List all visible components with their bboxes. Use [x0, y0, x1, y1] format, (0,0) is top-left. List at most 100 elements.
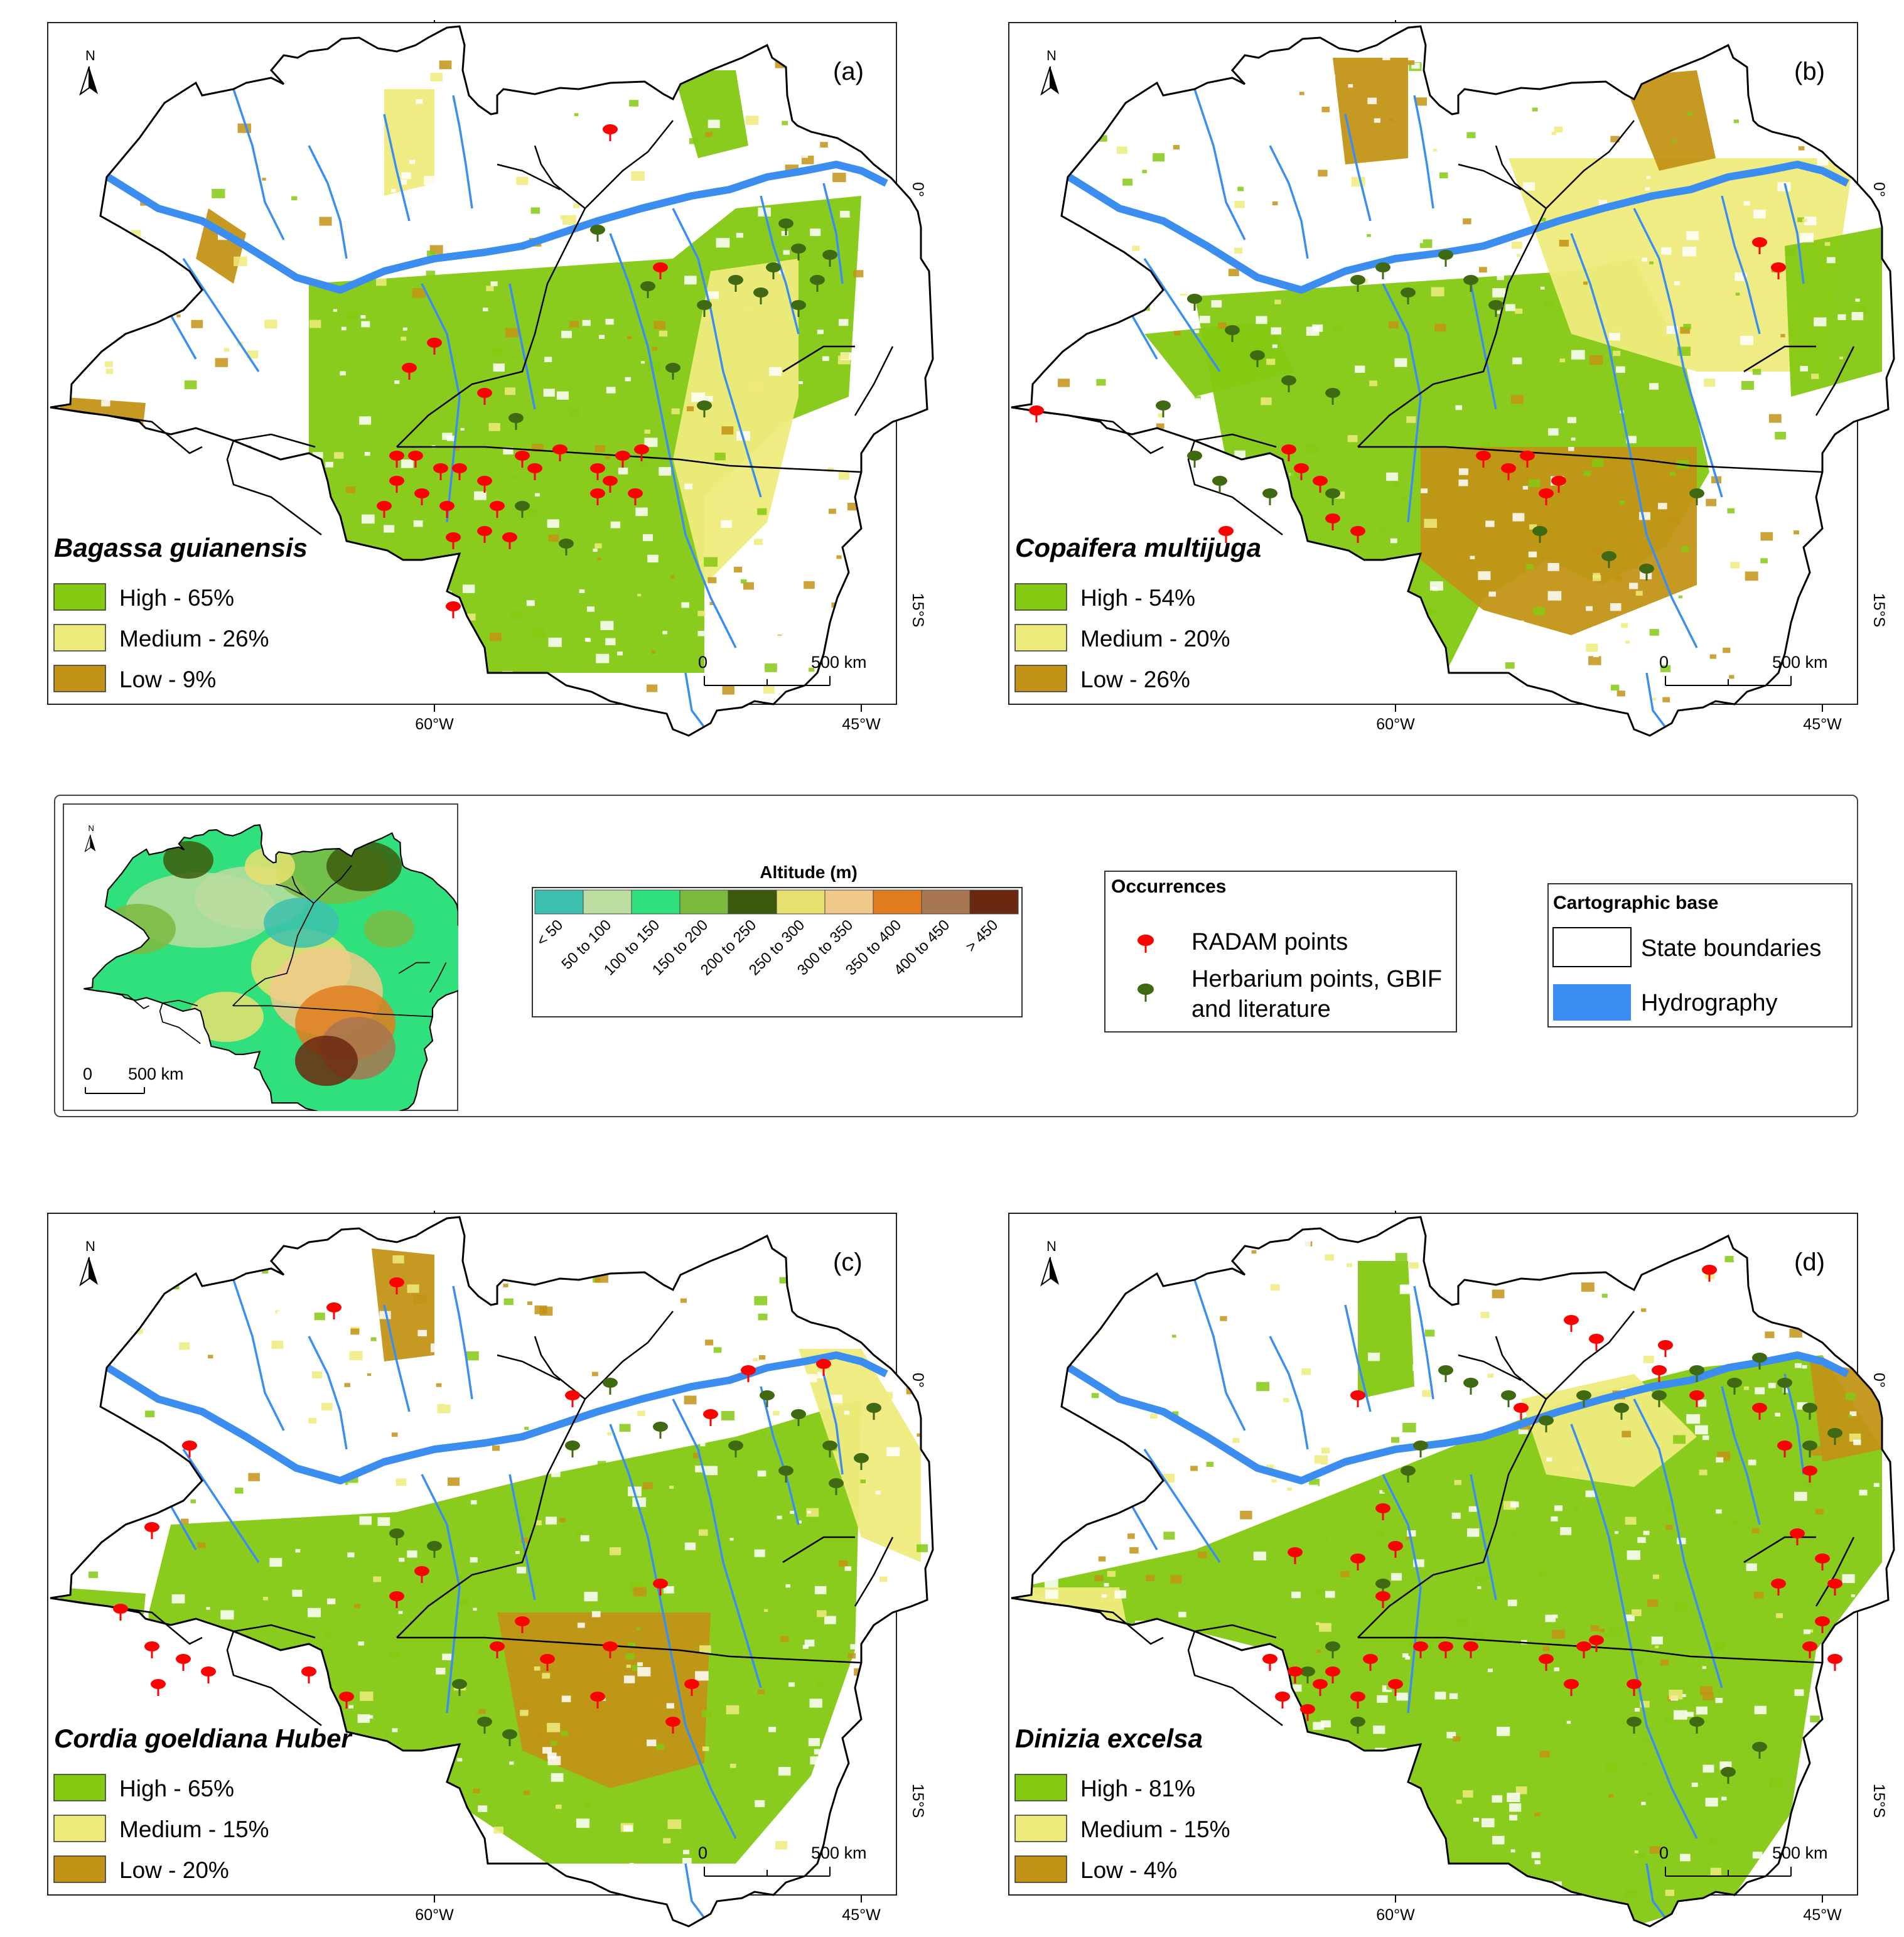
- map-panel-b: N (b) Copaifera multijuga High - 54% Medium …: [1008, 20, 1895, 737]
- suitability-swatch: [53, 1855, 106, 1883]
- state-boundary: [1815, 346, 1855, 416]
- radam-point: [1463, 1641, 1478, 1658]
- region-outline: [1011, 1216, 1895, 1928]
- suitability-label: Medium - 15%: [119, 1816, 269, 1842]
- suitability-label: High - 65%: [119, 1776, 234, 1801]
- state-boundary: [1357, 208, 1547, 448]
- herbarium-point: [791, 1409, 806, 1426]
- herbarium-point: [1802, 1441, 1817, 1457]
- latitude-label-right: 15°S: [909, 593, 927, 627]
- herbarium-point: [728, 275, 743, 292]
- radam-point: [446, 532, 461, 549]
- radam-point: [1514, 1403, 1529, 1420]
- herbarium-point: [1325, 1641, 1340, 1658]
- cartographic-base-frame: [1547, 883, 1853, 1028]
- herbarium-point: [1777, 1378, 1792, 1395]
- herbarium-point: [829, 1478, 844, 1495]
- herbarium-point: [1532, 526, 1547, 543]
- longitude-label: 45°W: [842, 1906, 881, 1924]
- radam-point: [1689, 1390, 1704, 1407]
- state-boundary: [1357, 1398, 1547, 1638]
- river-line: [1269, 145, 1309, 259]
- herbarium-point: [590, 225, 605, 242]
- state-boundary: [233, 1624, 316, 1639]
- radam-point: [1313, 476, 1328, 493]
- suitability-swatch: [1014, 624, 1067, 652]
- radam-point: [1815, 1553, 1830, 1570]
- radam-point: [477, 476, 492, 493]
- radam-point: [590, 1692, 605, 1709]
- occurrences-title: Occurrences: [1111, 876, 1226, 897]
- state-boundary: [1546, 120, 1635, 209]
- state-boundary: [396, 1398, 586, 1638]
- scale-distance: 500 km: [1772, 653, 1828, 672]
- radam-point: [1802, 1641, 1817, 1658]
- altitude-swatch: [679, 889, 729, 915]
- region-outline: [1011, 25, 1895, 737]
- state-boundary: [397, 446, 862, 473]
- radam-point: [1551, 476, 1566, 493]
- state-boundaries-swatch: [1552, 927, 1632, 967]
- herbarium-point: [515, 501, 530, 518]
- herbarium-point: [1576, 1390, 1591, 1407]
- herbarium-point: [1614, 1403, 1629, 1420]
- radam-point: [1350, 526, 1365, 543]
- river-line: [232, 1279, 285, 1431]
- radam-point: [176, 1654, 191, 1671]
- herbarium-point: [810, 275, 825, 292]
- herbarium-point: [565, 1441, 580, 1457]
- radam-point: [1375, 1503, 1390, 1520]
- radam-point: [1029, 405, 1044, 422]
- herbarium-point: [1463, 1378, 1478, 1395]
- latitude-label-right: 15°S: [1870, 593, 1888, 627]
- river-line: [232, 89, 285, 240]
- river-line: [1470, 283, 1497, 410]
- suitability-label: Medium - 26%: [119, 626, 269, 652]
- river-line: [1344, 1304, 1372, 1412]
- radam-point: [741, 1365, 756, 1382]
- suitability-swatch: [1014, 1774, 1067, 1801]
- hydrography-swatch: [1553, 984, 1631, 1021]
- herbarium-point: [822, 250, 837, 267]
- herbarium-point: [1401, 287, 1416, 304]
- radam-point: [603, 1641, 618, 1658]
- altitude-legend-title: Altitude (m): [760, 862, 858, 882]
- state-boundary: [782, 1536, 855, 1564]
- north-arrow-icon: N: [1040, 1238, 1059, 1287]
- map-panel-a: N (a) Bagassa guianensis High - 65% Medium -…: [47, 20, 934, 737]
- river-line: [1143, 1449, 1221, 1563]
- radam-marker-icon: [1138, 935, 1154, 953]
- state-boundary: [1743, 345, 1816, 373]
- radam-point: [1771, 1579, 1786, 1596]
- herbarium-point: [1413, 1441, 1428, 1457]
- latitude-label-right: 15°S: [1870, 1784, 1888, 1818]
- radam-point: [1288, 1547, 1303, 1564]
- herbarium-point: [791, 300, 806, 317]
- herbarium-point: [1639, 564, 1654, 581]
- longitude-label: 60°W: [1376, 716, 1415, 733]
- state-boundary: [854, 1537, 894, 1607]
- radam-point: [490, 1641, 505, 1658]
- radam-point: [1827, 1654, 1842, 1671]
- radam-point: [389, 1277, 404, 1294]
- inset-scale-distance: 500 km: [128, 1065, 184, 1083]
- latitude-label-right: 0°: [909, 182, 927, 197]
- river-line: [182, 1449, 260, 1563]
- scale-distance: 500 km: [1772, 1843, 1828, 1862]
- state-boundary: [534, 145, 586, 209]
- scale-bar: 0 500 km: [1659, 1843, 1828, 1877]
- radam-label: RADAM points: [1191, 929, 1348, 955]
- herbarium-point: [559, 539, 574, 555]
- river-line: [672, 208, 762, 498]
- radam-point: [590, 488, 605, 505]
- radam-point: [1363, 1654, 1378, 1671]
- radam-point: [653, 1579, 668, 1596]
- herbarium-point: [1225, 325, 1240, 342]
- radam-point: [552, 444, 567, 461]
- state-boundary: [1194, 1624, 1277, 1639]
- herbarium-point: [1627, 1717, 1642, 1734]
- species-name: Copaifera multijuga: [1015, 533, 1261, 562]
- scale-zero: 0: [1659, 1843, 1669, 1862]
- river-line: [1344, 114, 1372, 222]
